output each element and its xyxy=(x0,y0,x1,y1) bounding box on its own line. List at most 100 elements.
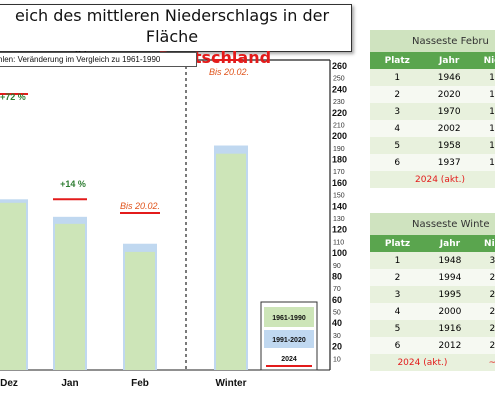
legend-label-1961-1990: 1961-1990 xyxy=(272,315,306,322)
cell-value: 1 xyxy=(473,154,495,171)
table2-header-rank: Platz xyxy=(370,235,425,252)
cell-value: 3 xyxy=(474,252,495,269)
table-row: 6 2012 2 xyxy=(370,337,495,354)
cell-year: 2012 xyxy=(425,337,475,354)
y-tick-label: 160 xyxy=(332,178,347,188)
table2-header-value: Nie xyxy=(474,235,495,252)
y-tick-label: 250 xyxy=(333,76,345,83)
x-tick-label: Feb xyxy=(131,378,149,389)
y-tick-label: 10 xyxy=(333,356,341,363)
cell-value: 2 xyxy=(474,286,495,303)
table2-current-value: ~ xyxy=(474,354,495,371)
y-tick-label: 120 xyxy=(332,225,347,235)
table-row: 4 2000 2 xyxy=(370,303,495,320)
bar-1961-1990 xyxy=(0,202,26,370)
y-tick-label: 260 xyxy=(332,61,347,71)
table1-header-value: Nie xyxy=(473,52,495,69)
cell-year: 1916 xyxy=(425,320,475,337)
cell-year: 1946 xyxy=(424,69,474,86)
table-row: 5 1916 2 xyxy=(370,320,495,337)
legend-label-1991-2020: 1991-2020 xyxy=(272,337,306,344)
title-line-1: eich des mittleren Niederschlags in der … xyxy=(14,6,330,46)
cell-year: 1958 xyxy=(424,137,474,154)
legend-label-2024: 2024 xyxy=(281,356,297,363)
table-row: 1 1946 1 xyxy=(370,69,495,86)
cell-rank: 1 xyxy=(370,252,425,269)
table1-caption: Nasseste Febru xyxy=(370,30,495,52)
bar-1961-1990 xyxy=(216,153,246,370)
cell-year: 2000 xyxy=(425,303,475,320)
y-tick-label: 180 xyxy=(332,155,347,165)
cell-rank: 4 xyxy=(370,120,425,137)
y-tick-label: 70 xyxy=(333,286,341,293)
table2-current: 2024 (akt.) xyxy=(370,354,475,371)
cell-rank: 1 xyxy=(370,69,425,86)
cell-value: 2 xyxy=(474,320,495,337)
table2-caption: Nasseste Winte xyxy=(370,213,495,235)
cell-year: 2002 xyxy=(424,120,474,137)
table1-header-rank: Platz xyxy=(370,52,425,69)
x-tick-label: Dez xyxy=(0,378,18,389)
cell-value: 1 xyxy=(473,120,495,137)
y-tick-label: 40 xyxy=(332,318,342,328)
cell-value: 1 xyxy=(473,69,495,86)
cell-value: 1 xyxy=(473,103,495,120)
y-tick-label: 20 xyxy=(332,342,342,352)
annotation-dez-change: +72 % xyxy=(0,92,26,102)
table-row: 2 2020 1 xyxy=(370,86,495,103)
y-tick-label: 80 xyxy=(332,271,342,281)
table-row: 2 1994 2 xyxy=(370,269,495,286)
cell-year: 1937 xyxy=(424,154,474,171)
legend-swatch-1991-2020 xyxy=(264,330,314,348)
chart-title: eich des mittleren Niederschlags in der … xyxy=(0,4,352,67)
cell-rank: 6 xyxy=(370,337,425,354)
table2-header-year: Jahr xyxy=(425,235,475,252)
y-tick-label: 210 xyxy=(333,122,345,129)
cell-rank: 6 xyxy=(370,154,425,171)
y-tick-label: 200 xyxy=(332,131,347,141)
table-row: 6 1937 1 xyxy=(370,154,495,171)
table-row: 1 1948 3 xyxy=(370,252,495,269)
y-tick-label: 90 xyxy=(333,263,341,270)
cell-year: 1970 xyxy=(424,103,474,120)
y-tick-label: 110 xyxy=(333,239,344,246)
table-row-current: 2024 (akt.) ~ xyxy=(370,354,495,371)
annotation-winter-period: Bis 20.02. xyxy=(209,67,249,77)
table-row: 3 1995 2 xyxy=(370,286,495,303)
y-tick-label: 150 xyxy=(333,193,345,200)
table1-header-year: Jahr xyxy=(424,52,474,69)
y-tick-label: 50 xyxy=(333,310,341,317)
cell-value: 2 xyxy=(474,269,495,286)
cell-rank: 5 xyxy=(370,137,425,154)
legend-swatch-1961-1990 xyxy=(264,307,314,327)
cell-rank: 4 xyxy=(370,303,425,320)
y-tick-label: 60 xyxy=(332,295,342,305)
cell-value: 2 xyxy=(474,337,495,354)
x-tick-label: Jan xyxy=(61,378,78,389)
y-tick-label: 30 xyxy=(333,333,341,340)
cell-year: 1994 xyxy=(425,269,475,286)
y-tick-label: 140 xyxy=(332,201,347,211)
cell-year: 1995 xyxy=(425,286,475,303)
x-tick-label: Winter xyxy=(215,378,246,389)
y-tick-label: 220 xyxy=(332,108,347,118)
cell-rank: 2 xyxy=(370,86,425,103)
cell-value: 1 xyxy=(473,137,495,154)
y-tick-label: 230 xyxy=(333,99,345,106)
cell-rank: 5 xyxy=(370,320,425,337)
y-tick-label: 240 xyxy=(332,84,347,94)
annotation-jan-change: +14 % xyxy=(60,179,86,189)
y-tick-label: 130 xyxy=(333,216,345,223)
bar-1961-1990 xyxy=(125,251,155,370)
cell-rank: 3 xyxy=(370,286,425,303)
annotation-feb-period: Bis 20.02. xyxy=(120,201,160,211)
bar-1961-1990 xyxy=(55,223,85,370)
cell-year: 1948 xyxy=(425,252,475,269)
y-tick-label: 190 xyxy=(333,146,345,153)
cell-rank: 2 xyxy=(370,269,425,286)
cell-year: 2020 xyxy=(424,86,474,103)
cell-value: 1 xyxy=(473,86,495,103)
